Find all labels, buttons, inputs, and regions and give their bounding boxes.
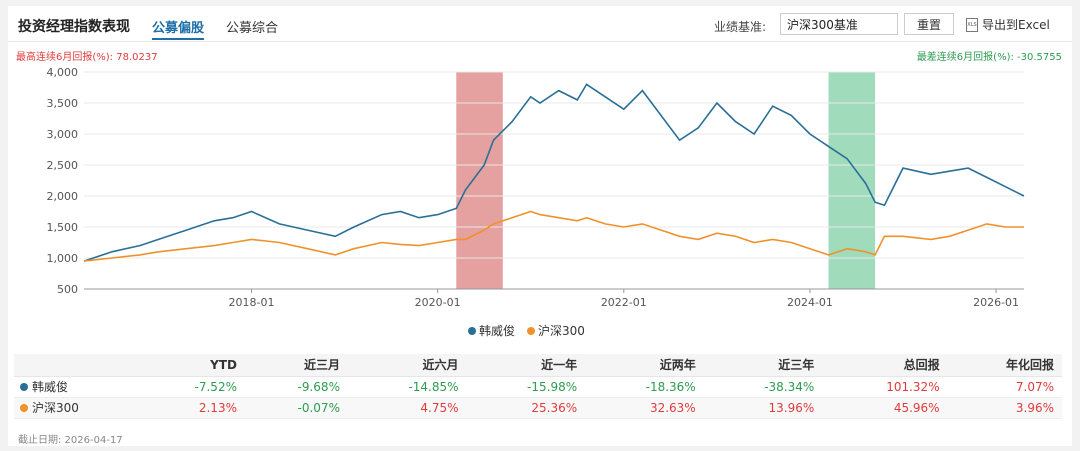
row-name: 沪深300: [14, 397, 142, 419]
y-tick-label: 4,000: [47, 66, 79, 79]
best-period-band: [456, 72, 503, 289]
column-header: [14, 354, 142, 377]
table-cell: 13.96%: [703, 397, 823, 419]
column-header: 近三月: [244, 354, 348, 377]
table-cell: -7.52%: [142, 376, 245, 398]
legend-label: 韩威俊: [479, 324, 516, 338]
table-header-row: YTD 近三月 近六月 近一年 近两年 近三年 总回报 年化回报: [14, 354, 1062, 377]
x-tick-label: 2018-01: [229, 296, 275, 309]
table-cell: 7.07%: [947, 376, 1062, 398]
excel-icon: XLS: [966, 17, 978, 32]
column-header: 近两年: [585, 354, 704, 377]
y-tick-label: 500: [57, 283, 78, 296]
row-label: 沪深300: [32, 401, 79, 415]
tab-equity-funds[interactable]: 公募偏股: [152, 21, 205, 36]
benchmark-input[interactable]: [780, 13, 898, 35]
legend-dot-icon: [468, 327, 476, 335]
chart-legend: 韩威俊 沪深300: [468, 322, 585, 339]
y-tick-label: 2,000: [47, 190, 79, 203]
series-line-manager: [83, 83, 1025, 262]
index-panel: 投资经理指数表现 公募偏股 公募综合 业绩基准: 重置 XLS 导出到Excel…: [8, 6, 1072, 446]
table-cell: -14.85%: [347, 376, 467, 398]
tab-all-funds[interactable]: 公募综合: [226, 21, 279, 36]
table-cell: -15.98%: [466, 376, 586, 398]
series-dot-icon: [20, 404, 28, 412]
x-tick-label: 2024-01: [787, 296, 833, 309]
table-cell: -9.68%: [244, 376, 348, 398]
y-tick-label: 3,000: [47, 128, 79, 141]
series-line-benchmark: [83, 210, 1024, 262]
column-header: 年化回报: [947, 354, 1062, 377]
column-header: YTD: [142, 354, 245, 377]
table-cell: 25.36%: [466, 397, 586, 419]
table-cell: 101.32%: [822, 376, 948, 398]
legend-label: 沪深300: [538, 324, 585, 338]
column-header: 近一年: [466, 354, 586, 377]
y-tick-label: 1,500: [47, 221, 79, 234]
legend-item-manager[interactable]: 韩威俊: [468, 322, 515, 339]
page-title: 投资经理指数表现: [18, 19, 130, 35]
table-cell: 32.63%: [585, 397, 704, 419]
table-row[interactable]: 沪深300 2.13% -0.07% 4.75% 25.36% 32.63% 13.96% 4…: [14, 397, 1062, 419]
reset-button[interactable]: 重置: [904, 13, 954, 35]
table-body: 韩威俊 -7.52% -9.68% -14.85% -15.98% -18.36% -38.…: [14, 376, 1062, 419]
series-dot-icon: [20, 383, 28, 391]
table-cell: 45.96%: [822, 397, 948, 419]
table-cell: -38.34%: [703, 376, 823, 398]
y-tick-label: 2,500: [47, 159, 79, 172]
benchmark-label: 业绩基准:: [714, 20, 767, 34]
table-row[interactable]: 韩威俊 -7.52% -9.68% -14.85% -15.98% -18.36% -38.…: [14, 376, 1062, 398]
export-label: 导出到Excel: [982, 18, 1050, 32]
table-cell: 3.96%: [947, 397, 1062, 419]
y-tick-label: 3,500: [47, 97, 79, 110]
column-header: 近六月: [347, 354, 467, 377]
table-cell: -18.36%: [585, 376, 704, 398]
column-header: 总回报: [822, 354, 948, 377]
best-6m-return: 最高连续6月回报(%): 78.0237: [16, 52, 158, 63]
performance-table: YTD 近三月 近六月 近一年 近两年 近三年 总回报 年化回报 韩威俊 -7.52% -9.68…: [14, 354, 1062, 419]
worst-6m-return: 最差连续6月回报(%): -30.5755: [916, 52, 1062, 63]
legend-dot-icon: [527, 327, 536, 335]
performance-chart: 4,000 3,500 3,000 2,500 2,000 1,500 1,000 500 20…: [47, 66, 1025, 309]
active-tab-underline: [152, 38, 204, 40]
x-tick-label: 2022-01: [601, 296, 647, 309]
as-of-date: 截止日期: 2026-04-17: [18, 435, 123, 446]
table-cell: -0.07%: [244, 397, 348, 419]
header-bar: 投资经理指数表现 公募偏股 公募综合 业绩基准: 重置 XLS 导出到Excel: [8, 6, 1072, 42]
export-excel-button[interactable]: XLS 导出到Excel: [966, 16, 1050, 33]
row-label: 韩威俊: [32, 380, 69, 394]
row-name: 韩威俊: [14, 376, 142, 398]
worst-period-band: [828, 72, 876, 289]
y-tick-label: 1,000: [47, 252, 79, 265]
column-header: 近三年: [703, 354, 823, 377]
table-cell: 4.75%: [347, 397, 467, 419]
x-tick-label: 2026-01: [973, 296, 1019, 309]
table-cell: 2.13%: [142, 397, 245, 419]
x-tick-label: 2020-01: [415, 296, 461, 309]
legend-item-benchmark[interactable]: 沪深300: [527, 322, 585, 339]
